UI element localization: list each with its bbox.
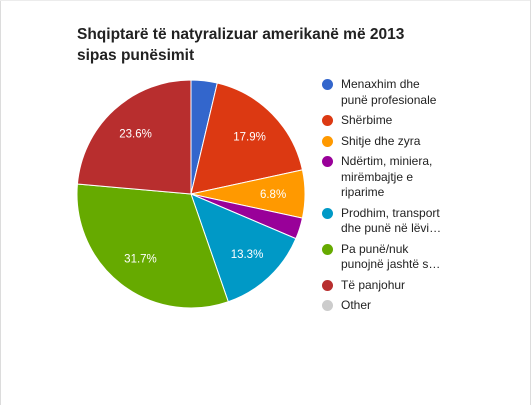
chart-title-line-2: sipas punësimit — [77, 47, 195, 64]
legend-swatch-6 — [322, 279, 333, 291]
pie-slice-label-6: 23.6% — [119, 128, 152, 140]
legend-item-0[interactable]: Menaxhim dhe punë profesionale — [322, 77, 527, 108]
chart-title-line-1: Shqiptarë të natyralizuar amerikanë më 2… — [77, 26, 405, 43]
legend-label-0: Menaxhim dhe punë profesionale — [341, 77, 437, 107]
legend-label-7: Other — [341, 298, 372, 312]
pie-slice-label-5: 31.7% — [124, 254, 157, 266]
legend-item-3[interactable]: Ndërtim, miniera, mirëmbajtje e riparime — [322, 154, 527, 201]
legend-item-5[interactable]: Pa punë/nuk punojnë jashtë s… — [322, 242, 527, 273]
frame-top-border — [0, 0, 531, 1]
legend-label-3: Ndërtim, miniera, mirëmbajtje e riparime — [341, 154, 433, 199]
legend-swatch-3 — [322, 156, 333, 167]
legend-label-5: Pa punë/nuk punojnë jashtë s… — [341, 241, 441, 272]
pie-slice-6[interactable] — [76, 79, 192, 195]
legend-swatch-7 — [322, 300, 333, 311]
legend-swatch-0 — [322, 79, 333, 90]
chart-legend: Menaxhim dhe punë profesionale Shërbime Sh… — [322, 77, 527, 319]
pie-slice-5[interactable] — [76, 183, 229, 309]
legend-swatch-2 — [322, 135, 333, 147]
legend-swatch-4 — [322, 207, 333, 219]
legend-item-1[interactable]: Shërbime — [322, 113, 527, 129]
pie-slice-1[interactable] — [190, 82, 304, 195]
pie-slice-label-2: 6.8% — [260, 189, 286, 201]
legend-item-6[interactable]: Të panjohur — [322, 278, 527, 294]
legend-label-6: Të panjohur — [341, 277, 406, 292]
legend-swatch-5 — [322, 243, 333, 255]
frame-left-border — [0, 0, 1, 405]
legend-item-7[interactable]: Other — [322, 298, 527, 314]
legend-label-4: Prodhim, transport dhe punë në lëvi… — [341, 205, 442, 236]
chart-title: Shqiptarë të natyralizuar amerikanë më 2… — [77, 24, 457, 66]
legend-item-4[interactable]: Prodhim, transport dhe punë në lëvi… — [322, 206, 527, 237]
pie-slice-label-4: 13.3% — [231, 249, 264, 261]
legend-swatch-1 — [322, 115, 333, 126]
legend-label-2: Shitje dhe zyra — [341, 133, 421, 148]
pie-slice-label-1: 17.9% — [233, 132, 266, 144]
legend-label-1: Shërbime — [341, 113, 393, 127]
pie-slice-4[interactable] — [190, 193, 297, 303]
legend-item-2[interactable]: Shitje dhe zyra — [322, 134, 527, 150]
